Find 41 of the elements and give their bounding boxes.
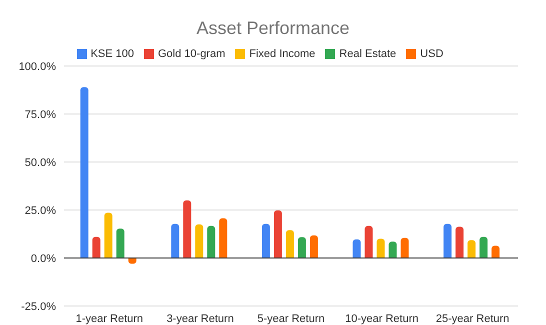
y-tick-label: 0.0% [30,252,56,265]
bar [376,238,385,258]
x-tick-label: 5-year Return [257,312,325,325]
bar [171,224,180,258]
legend-label: USD [420,48,444,60]
bar [468,240,476,258]
legend-label: Gold 10-gram [158,48,226,60]
y-tick-label: 100.0% [18,60,56,73]
bar [116,228,124,258]
chart-title: Asset Performance [195,17,351,40]
bar [310,235,318,258]
bar [104,212,112,258]
bar [492,246,500,258]
bar [388,242,397,258]
legend-label: Real Estate [339,48,396,60]
bar [400,238,409,258]
y-tick-label: 25.0% [24,204,56,217]
bar [286,230,294,258]
y-tick-label: -25.0% [21,300,56,313]
bar [480,236,488,258]
legend-label: KSE 100 [90,48,134,60]
bar [274,210,282,258]
bar [456,226,464,258]
y-tick-label: 50.0% [24,156,56,169]
y-tick-label: 75.0% [24,108,56,121]
bar [183,200,192,258]
bar [219,218,228,258]
bar [92,236,100,258]
bar [262,224,270,258]
x-tick-label: 3-year Return [166,312,234,325]
legend-label: Fixed Income [249,48,316,60]
bar [364,226,373,258]
bar [80,87,88,258]
bar [352,239,361,258]
bar [444,224,452,258]
bar [207,226,216,258]
x-tick-label: 25-year Return [436,312,510,325]
bar [298,237,306,258]
bar [195,224,204,258]
x-tick-label: 1-year Return [76,312,144,325]
x-tick-label: 10-year Return [345,312,418,325]
